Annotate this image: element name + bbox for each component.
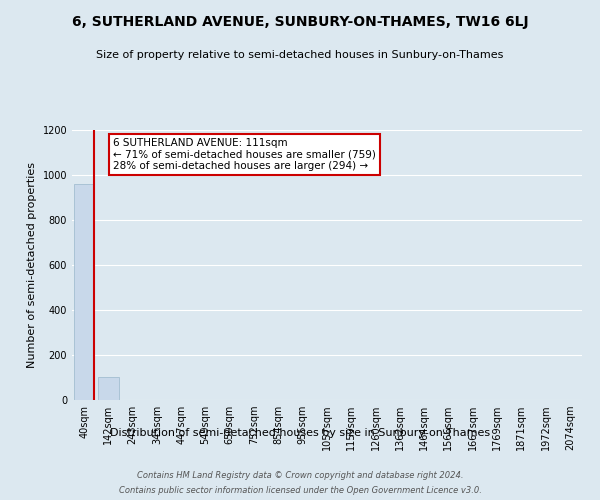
Text: Contains HM Land Registry data © Crown copyright and database right 2024.: Contains HM Land Registry data © Crown c… — [137, 471, 463, 480]
Y-axis label: Number of semi-detached properties: Number of semi-detached properties — [27, 162, 37, 368]
Bar — [74, 184, 94, 400]
Text: Distribution of semi-detached houses by size in Sunbury-on-Thames: Distribution of semi-detached houses by … — [110, 428, 490, 438]
Text: Contains public sector information licensed under the Open Government Licence v3: Contains public sector information licen… — [119, 486, 481, 495]
Text: 6 SUTHERLAND AVENUE: 111sqm
← 71% of semi-detached houses are smaller (759)
28% : 6 SUTHERLAND AVENUE: 111sqm ← 71% of sem… — [113, 138, 376, 172]
Text: Size of property relative to semi-detached houses in Sunbury-on-Thames: Size of property relative to semi-detach… — [97, 50, 503, 60]
Bar — [98, 377, 119, 400]
Text: 6, SUTHERLAND AVENUE, SUNBURY-ON-THAMES, TW16 6LJ: 6, SUTHERLAND AVENUE, SUNBURY-ON-THAMES,… — [71, 15, 529, 29]
